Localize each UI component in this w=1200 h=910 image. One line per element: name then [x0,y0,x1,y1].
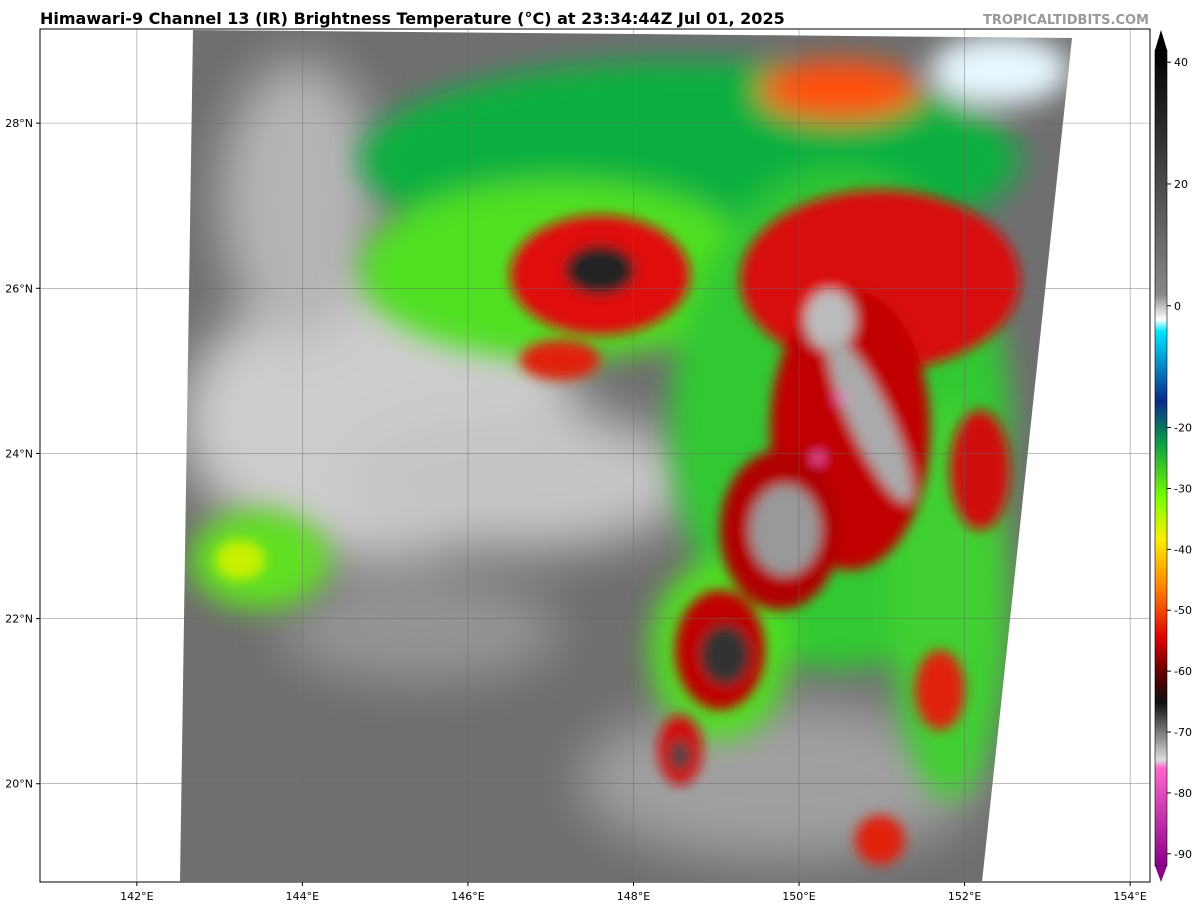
colorbar-tick-label: -20 [1174,422,1192,435]
watermark: TROPICALTIDBITS.COM [983,13,1149,28]
y-tick-label: 24°N [5,447,33,460]
y-tick-label: 26°N [5,282,33,295]
colorbar-tick-label: -30 [1174,482,1192,495]
colorbar [1154,49,1168,867]
x-tick-label: 146°E [451,890,484,903]
y-tick-label: 28°N [5,117,33,130]
colorbar-tick-label: -50 [1174,604,1192,617]
y-tick-label: 22°N [5,613,33,626]
colorbar-tick-label: 0 [1174,300,1181,313]
x-tick-label: 144°E [286,890,319,903]
colorbar-tick-label: -90 [1174,848,1192,861]
title: Himawari-9 Channel 13 (IR) Brightness Te… [40,9,785,28]
colorbar-tick-label: 40 [1174,56,1188,69]
colorbar-max-arrow [1155,30,1167,50]
x-tick-label: 148°E [617,890,650,903]
x-tick-label: 150°E [782,890,815,903]
x-tick-label: 152°E [948,890,981,903]
colorbar-tick-label: -80 [1174,787,1192,800]
colorbar-tick-label: -40 [1174,543,1192,556]
colorbar-min-arrow [1155,866,1167,882]
y-tick-label: 20°N [5,778,33,791]
x-tick-label: 142°E [120,890,153,903]
colorbar-tick-label: -60 [1174,665,1192,678]
grid [40,29,1150,882]
x-tick-label: 154°E [1113,890,1146,903]
colorbar-tick-label: -70 [1174,726,1192,739]
satellite-imagery [180,30,1072,882]
colorbar-tick-label: 20 [1174,178,1188,191]
